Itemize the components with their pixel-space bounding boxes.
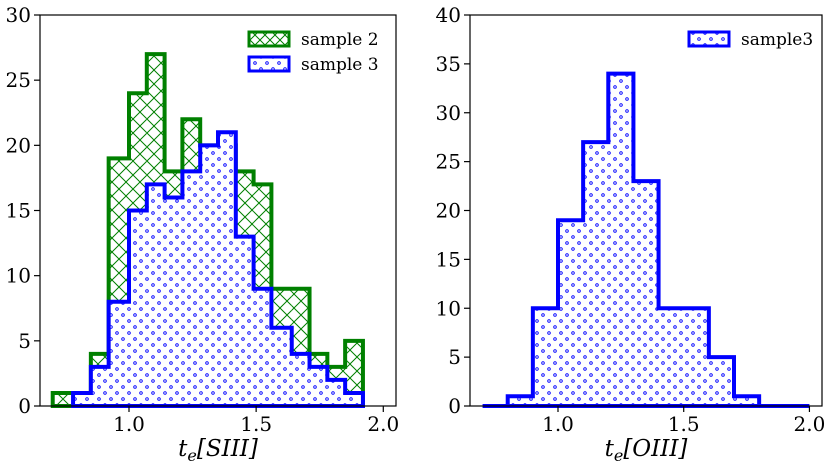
y-tick-label: 5 [18,329,31,353]
legend-label: sample3 [741,30,813,50]
y-tick-label: 5 [448,345,461,369]
hist-bar [658,308,684,406]
hist-bar [558,220,584,406]
plot-area-right [482,71,810,408]
legend-right: sample3 [687,30,813,50]
x-axis-label-left: te[SIII] [178,436,258,465]
hist-bar [218,132,236,407]
x-axis-label-bracket: [SIII] [197,436,258,462]
hist-bar [532,308,558,406]
hist-bar [345,392,363,406]
x-tick-label: 2.0 [794,412,826,436]
y-tick-label: 10 [436,296,461,320]
y-tick-label: 0 [18,394,31,418]
hist-bar [683,308,709,406]
legend-swatch [247,55,291,73]
hist-bar [309,366,328,406]
y-tick-label: 25 [6,68,31,92]
legend-swatch [247,30,291,48]
hist-bar [52,392,74,406]
x-axis-label-right: te[OIII] [605,436,688,465]
y-tick-label: 15 [436,247,461,271]
ticks-left: 1.0 1.5 2.0 0 5 10 15 20 25 30 [6,3,400,436]
y-tick-label: 20 [6,133,31,157]
hist-bar [271,327,292,406]
hist-bar [129,210,147,406]
x-tick-label: 1.0 [113,412,145,436]
x-axis-label-subscript: e [614,446,623,465]
hist-bar [73,392,91,406]
x-axis-label-base: t [178,436,188,462]
hist-bar [633,181,659,406]
x-axis-label-base: t [605,436,615,462]
y-tick-label: 35 [436,52,461,76]
y-tick-label: 20 [436,199,461,223]
hist-bar [327,379,346,406]
hist-bar [291,353,310,406]
hist-outline [71,130,365,408]
y-tick-label: 0 [448,394,461,418]
hist-bar [608,73,634,407]
hist-bar [182,171,201,406]
legend-label: sample 2 [301,30,379,50]
hist-bar [253,288,272,406]
y-tick-label: 10 [6,264,31,288]
hist-bar [164,197,183,406]
hist-outline [482,71,810,408]
hist-bar [345,340,363,406]
hist-bar [708,357,734,406]
y-tick-label: 15 [6,199,31,223]
series-sample-3 [71,130,365,408]
hist-bar [507,396,533,406]
hist-bar [583,142,609,406]
x-axis-label-bracket: [OIII] [623,436,687,462]
y-tick-label: 30 [436,101,461,125]
hist-bar [235,236,254,406]
y-tick-label: 25 [436,150,461,174]
legend-item: sample 3 [247,55,379,75]
x-tick-label: 1.5 [240,412,272,436]
hist-bar [90,366,109,406]
hist-bar [734,396,760,406]
x-tick-label: 1.5 [668,412,700,436]
x-tick-label: 1.0 [542,412,574,436]
legend-left: sample 2 sample 3 [247,30,379,75]
hist-bar [108,301,129,406]
hist-bar [146,184,165,406]
y-tick-label: 40 [436,3,461,27]
hist-bar [200,145,218,407]
x-tick-label: 2.0 [367,412,399,436]
y-tick-label: 30 [6,3,31,27]
legend-item: sample3 [687,30,813,50]
legend-swatch [687,30,731,48]
ticks-right: 1.0 1.5 2.0 0 5 10 15 20 25 30 35 40 [436,3,826,436]
histogram-panel-right: 1.0 1.5 2.0 0 5 10 15 20 25 30 35 40 te[OIII] sampl… [436,3,826,465]
plot-area-left [50,52,365,408]
x-axis-label-subscript: e [187,446,196,465]
legend-item: sample 2 [247,30,379,50]
legend-label: sample 3 [301,55,379,75]
series-sample3 [482,71,810,408]
